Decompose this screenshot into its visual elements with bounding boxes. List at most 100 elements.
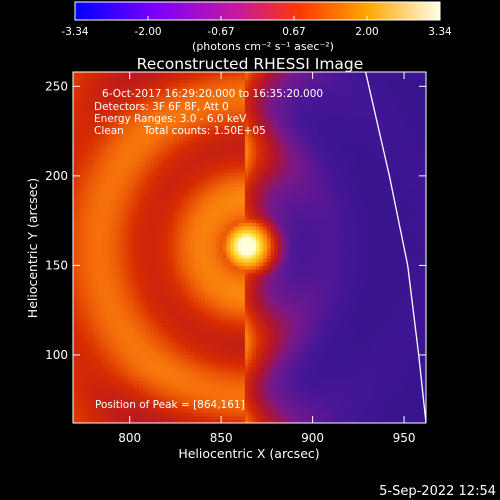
heatmap-cell (131, 365, 136, 370)
heatmap-cell (98, 251, 103, 256)
heatmap-cell (201, 408, 206, 413)
heatmap-cell (153, 337, 158, 342)
heatmap-cell (87, 197, 92, 202)
heatmap-cell (98, 226, 103, 231)
heatmap-cell (171, 387, 177, 392)
heatmap-cell (83, 132, 89, 138)
heatmap-cell (164, 243, 169, 249)
heatmap-cell (149, 82, 155, 87)
heatmap-cell (204, 344, 209, 349)
heatmap-cell (241, 240, 246, 245)
heatmap-cell (168, 229, 173, 234)
heatmap-cell (237, 380, 242, 385)
heatmap-cell (244, 183, 250, 188)
heatmap-cell (252, 412, 257, 417)
heatmap-cell (252, 405, 257, 410)
heatmap-cell (135, 358, 140, 363)
heatmap-cell (215, 168, 220, 173)
heatmap-cell (127, 362, 133, 367)
heatmap-cell (146, 301, 151, 306)
heatmap-cell (222, 383, 228, 388)
heatmap-cell (244, 315, 250, 320)
heatmap-cell (113, 129, 118, 134)
heatmap-cell (149, 294, 155, 299)
heatmap-cell (252, 276, 257, 281)
heatmap-cell (252, 168, 257, 173)
heatmap-cell (175, 344, 180, 349)
heatmap-cell (109, 376, 114, 381)
heatmap-cell (179, 369, 184, 374)
heatmap-cell (80, 218, 85, 224)
heatmap-cell (149, 362, 155, 367)
heatmap-cell (91, 401, 96, 406)
heatmap-cell (138, 226, 144, 231)
heatmap-cell (179, 132, 184, 138)
heatmap-cell (98, 383, 103, 388)
heatmap-cell (135, 315, 140, 320)
heatmap-cell (149, 376, 155, 381)
heatmap-cell (222, 122, 228, 127)
heatmap-cell (197, 354, 202, 360)
heatmap-cell (237, 86, 242, 91)
heatmap-cell (138, 286, 144, 292)
heatmap-cell (131, 89, 136, 95)
heatmap-cell (138, 340, 144, 345)
heatmap-cell (131, 415, 136, 421)
heatmap-cell (109, 186, 114, 191)
heatmap-cell (138, 75, 144, 80)
heatmap-cell (168, 154, 173, 159)
heatmap-cell (138, 122, 144, 127)
heatmap-cell (91, 240, 96, 245)
heatmap-cell (222, 308, 228, 313)
heatmap-cell (168, 276, 173, 281)
heatmap-cell (252, 351, 257, 356)
heatmap-cell (113, 89, 118, 95)
heatmap-cell (138, 72, 144, 77)
heatmap-cell (160, 286, 166, 292)
heatmap-cell (142, 272, 147, 277)
heatmap-cell (116, 79, 122, 84)
heatmap-cell (237, 340, 242, 345)
heatmap-cell (201, 107, 206, 112)
heatmap-cell (142, 197, 147, 202)
heatmap-cell (255, 268, 261, 274)
heatmap-cell (138, 140, 144, 145)
heatmap-cell (142, 283, 147, 288)
heatmap-cell (179, 265, 184, 270)
heatmap-cell (171, 75, 177, 80)
heatmap-cell (182, 97, 187, 102)
heatmap-cell (244, 222, 250, 227)
heatmap-cell (248, 97, 253, 102)
heatmap-cell (153, 233, 158, 238)
heatmap-cell (244, 394, 250, 399)
heatmap-cell (113, 222, 118, 227)
heatmap-cell (105, 394, 111, 399)
heatmap-cell (127, 383, 133, 388)
heatmap-cell (201, 104, 206, 109)
heatmap-cell (138, 82, 144, 87)
heatmap-cell (164, 380, 169, 385)
heatmap-cell (116, 197, 122, 202)
heatmap-cell (175, 326, 180, 331)
heatmap-cell (124, 93, 129, 98)
heatmap-cell (113, 369, 118, 374)
heatmap-cell (237, 175, 242, 181)
heatmap-cell (157, 82, 162, 87)
heatmap-cell (233, 107, 239, 112)
heatmap-cell (109, 200, 114, 206)
heatmap-cell (127, 129, 133, 134)
heatmap-cell (175, 100, 180, 105)
heatmap-cell (208, 337, 213, 342)
heatmap-cell (190, 419, 195, 423)
heatmap-cell (197, 204, 202, 209)
heatmap-cell (131, 372, 136, 378)
heatmap-cell (237, 240, 242, 245)
heatmap-cell (160, 147, 166, 152)
heatmap-cell (204, 329, 209, 335)
heatmap-cell (212, 114, 217, 120)
heatmap-cell (215, 236, 220, 241)
heatmap-cell (230, 193, 235, 198)
heatmap-cell (157, 150, 162, 155)
heatmap-cell (226, 93, 231, 98)
heatmap-cell (153, 258, 158, 263)
